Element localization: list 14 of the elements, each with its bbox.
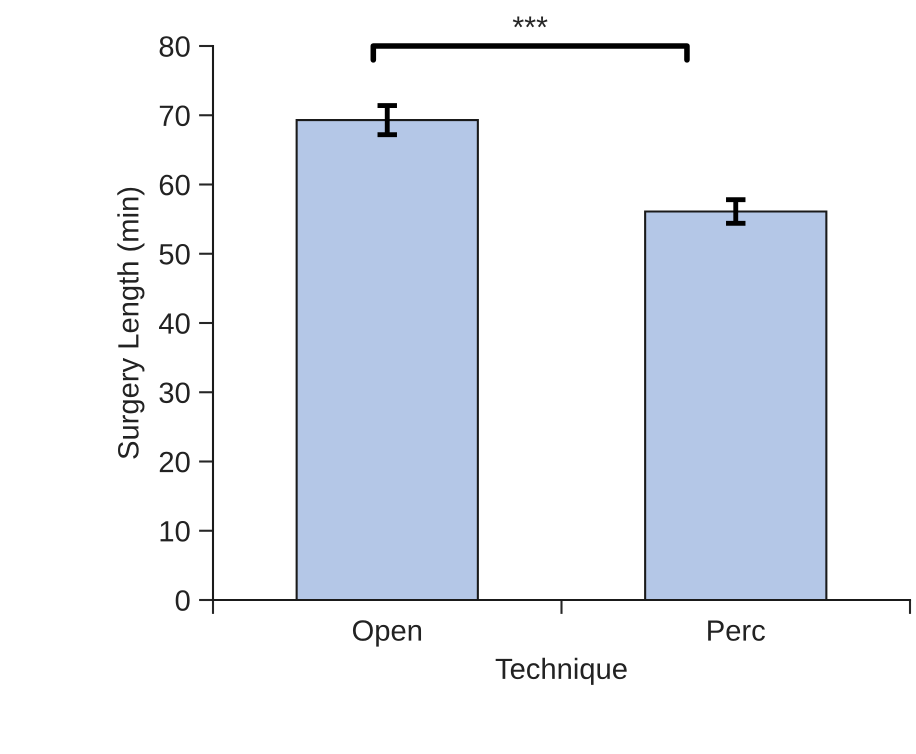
y-tick-label: 70: [160, 105, 190, 126]
y-tick-label: 0: [176, 590, 190, 611]
y-tick-label: 50: [160, 244, 190, 265]
y-tick-label: 40: [159, 313, 190, 334]
y-axis-title: Surgery Length (min): [117, 188, 144, 459]
x-tick-label: Perc: [708, 620, 765, 641]
y-tick-label: 30: [159, 382, 190, 404]
y-tick-label: 10: [160, 520, 190, 542]
x-axis-title: Technique: [496, 658, 627, 685]
y-tick-label: 80: [160, 36, 190, 57]
y-tick-label: 20: [160, 452, 190, 472]
y-tick-label: 60: [160, 174, 190, 196]
text: ***: [512, 16, 548, 28]
x-tick-label: Open: [352, 620, 422, 647]
